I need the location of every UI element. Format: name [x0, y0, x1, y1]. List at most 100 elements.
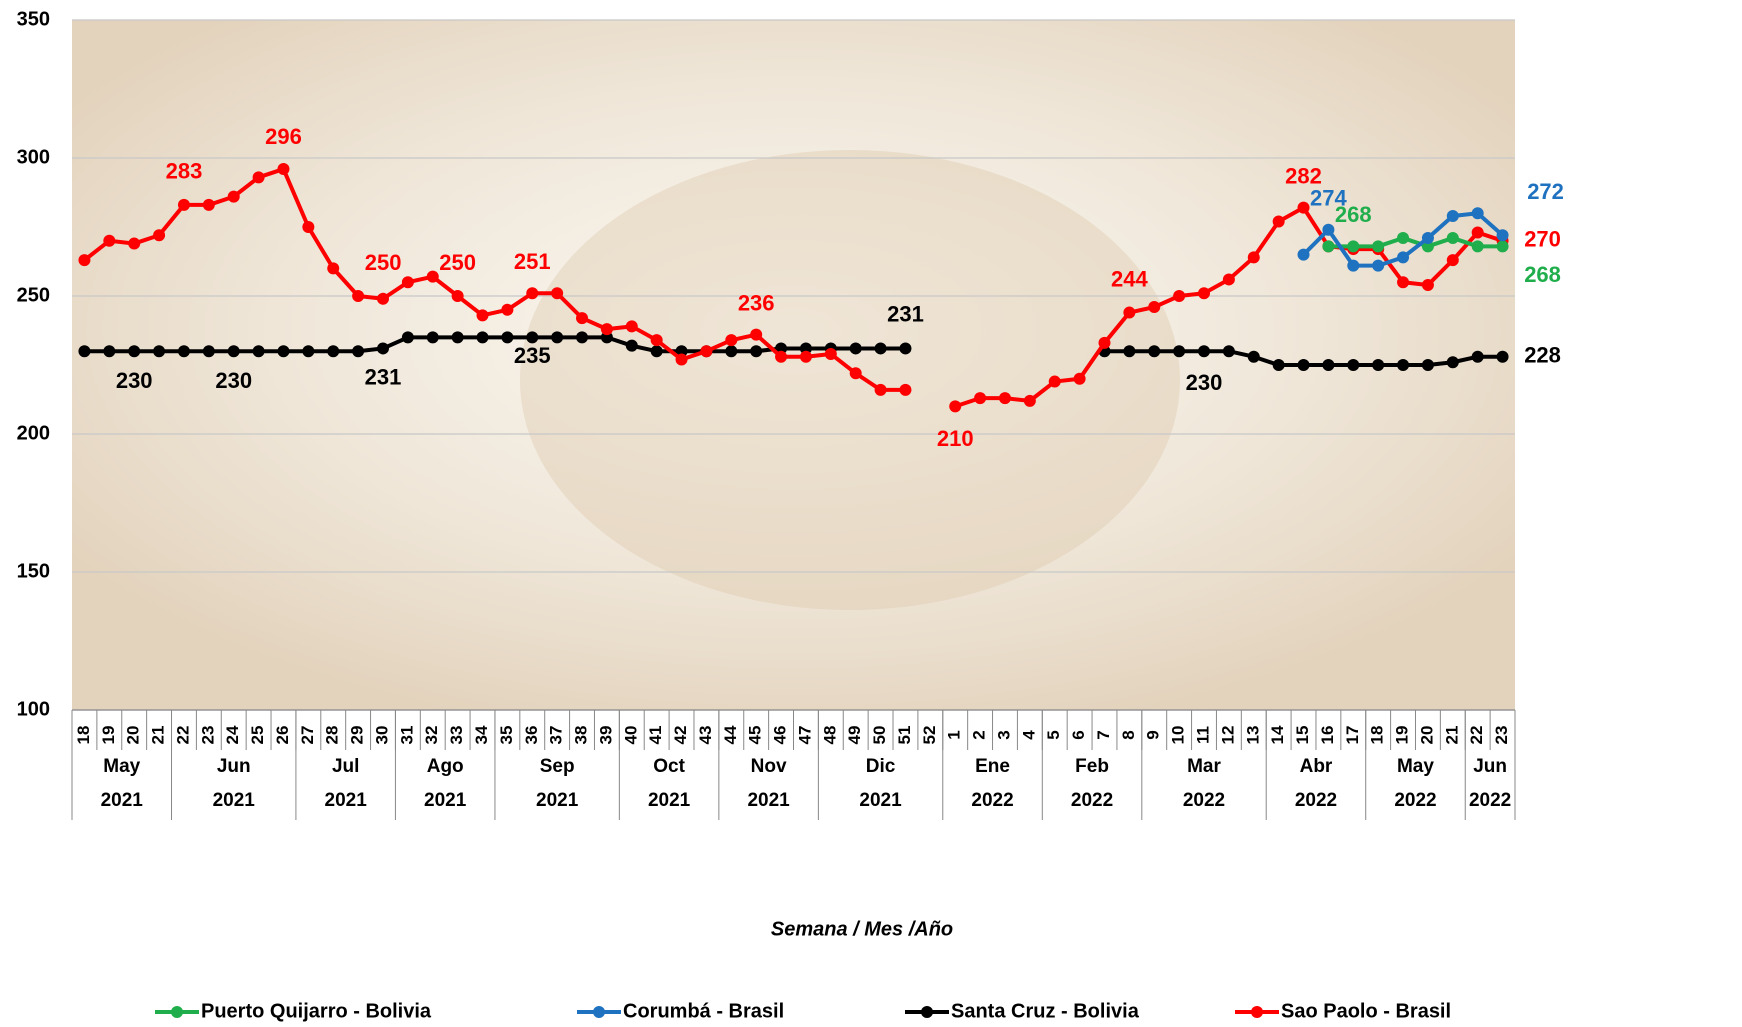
data-point — [1148, 301, 1160, 313]
x-tick-label: 39 — [596, 726, 615, 745]
year-label: 2022 — [1183, 790, 1225, 811]
data-point — [1248, 251, 1260, 263]
month-label: Jun — [1473, 756, 1507, 777]
data-label: 228 — [1524, 343, 1561, 368]
x-tick-label: 23 — [1492, 726, 1511, 745]
x-tick-label: 8 — [1119, 730, 1138, 739]
data-point — [1049, 376, 1061, 388]
legend-label: Sao Paolo - Brasil — [1281, 1000, 1451, 1022]
data-point — [1347, 359, 1359, 371]
data-point — [775, 351, 787, 363]
data-point — [526, 331, 538, 343]
data-point — [1024, 395, 1036, 407]
data-point — [302, 221, 314, 233]
data-label: 250 — [365, 250, 402, 275]
data-label: 283 — [166, 159, 203, 184]
data-point — [352, 345, 364, 357]
x-tick-label: 21 — [1442, 726, 1461, 745]
data-point — [402, 331, 414, 343]
data-point — [1298, 359, 1310, 371]
x-tick-label: 42 — [671, 726, 690, 745]
x-tick-label: 34 — [472, 725, 491, 744]
month-label: Ene — [975, 756, 1010, 777]
data-point — [850, 342, 862, 354]
data-point — [1497, 351, 1509, 363]
data-point — [974, 392, 986, 404]
data-point — [402, 276, 414, 288]
x-tick-label: 46 — [771, 726, 790, 745]
month-label: Nov — [751, 756, 787, 777]
data-point — [1273, 215, 1285, 227]
x-tick-label: 27 — [298, 726, 317, 745]
month-label: May — [1397, 756, 1434, 777]
x-tick-label: 6 — [1069, 730, 1088, 739]
data-point — [1148, 345, 1160, 357]
data-point — [1074, 373, 1086, 385]
x-tick-label: 40 — [621, 726, 640, 745]
x-tick-label: 23 — [198, 726, 217, 745]
data-point — [1472, 207, 1484, 219]
year-label: 2021 — [648, 790, 691, 811]
data-label: 230 — [1186, 370, 1223, 395]
year-label: 2021 — [859, 790, 902, 811]
year-label: 2022 — [1469, 790, 1511, 811]
x-tick-label: 22 — [1467, 726, 1486, 745]
data-point — [427, 271, 439, 283]
x-tick-label: 7 — [1094, 730, 1113, 739]
x-tick-label: 16 — [1318, 726, 1337, 745]
x-tick-label: 18 — [1368, 726, 1387, 745]
data-point — [1322, 359, 1334, 371]
x-tick-label: 1 — [945, 730, 964, 739]
data-point — [626, 340, 638, 352]
x-tick-label: 11 — [1193, 726, 1212, 744]
data-point — [1198, 345, 1210, 357]
x-tick-label: 47 — [795, 726, 814, 745]
data-point — [1472, 351, 1484, 363]
x-tick-label: 26 — [273, 726, 292, 745]
data-point — [1273, 359, 1285, 371]
x-tick-label: 24 — [223, 725, 242, 744]
x-tick-label: 19 — [99, 726, 118, 745]
data-point — [228, 345, 240, 357]
data-label: 274 — [1310, 186, 1347, 211]
data-point — [651, 345, 663, 357]
data-point — [1198, 287, 1210, 299]
data-label: 268 — [1524, 262, 1561, 287]
x-tick-label: 5 — [1044, 730, 1063, 739]
y-tick-label: 150 — [17, 560, 50, 582]
year-label: 2022 — [1071, 790, 1113, 811]
x-tick-label: 22 — [173, 726, 192, 745]
data-point — [1397, 251, 1409, 263]
x-tick-label: 52 — [920, 726, 939, 745]
data-point — [1322, 224, 1334, 236]
data-point — [203, 199, 215, 211]
data-point — [1397, 232, 1409, 244]
x-tick-label: 36 — [522, 726, 541, 745]
year-label: 2021 — [101, 790, 144, 811]
y-tick-label: 250 — [17, 284, 50, 306]
x-tick-label: 48 — [820, 726, 839, 745]
data-point — [750, 345, 762, 357]
data-point — [427, 331, 439, 343]
x-tick-label: 21 — [149, 726, 168, 745]
data-label: 272 — [1527, 179, 1564, 204]
data-point — [1173, 290, 1185, 302]
data-point — [626, 320, 638, 332]
data-point — [1298, 202, 1310, 214]
x-axis-title: Semana / Mes /Año — [771, 918, 953, 940]
data-point — [1372, 240, 1384, 252]
month-label: Mar — [1187, 756, 1221, 777]
x-tick-label: 38 — [572, 726, 591, 745]
data-point — [1472, 240, 1484, 252]
year-label: 2022 — [1394, 790, 1436, 811]
x-tick-label: 37 — [547, 726, 566, 745]
month-label: Jul — [332, 756, 359, 777]
x-tick-label: 33 — [447, 726, 466, 745]
data-point — [1422, 359, 1434, 371]
data-point — [277, 345, 289, 357]
x-tick-label: 3 — [994, 730, 1013, 739]
data-point — [1223, 345, 1235, 357]
data-point — [377, 293, 389, 305]
data-label: 244 — [1111, 266, 1148, 291]
chart: Semana / Mes /Año 1001502002503003501819… — [0, 0, 1742, 1027]
